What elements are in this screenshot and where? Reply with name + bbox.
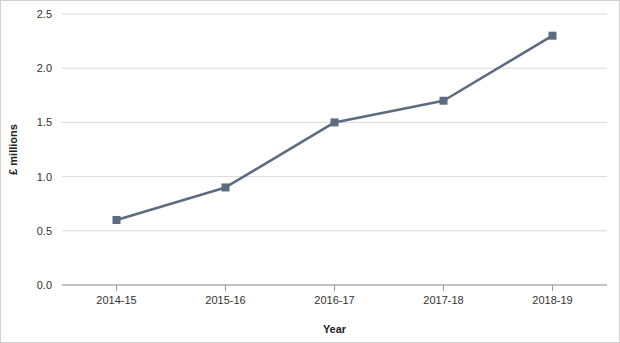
x-tick-label: 2014-15 <box>96 294 136 306</box>
data-marker <box>549 32 557 40</box>
x-tick-label: 2015-16 <box>205 294 245 306</box>
y-tick-label: 2.0 <box>37 62 52 74</box>
data-marker <box>113 216 121 224</box>
x-tick <box>443 285 444 291</box>
y-tick-label: 2.5 <box>37 8 52 20</box>
y-axis-label: £ millions <box>7 124 19 175</box>
x-tick <box>116 285 117 291</box>
y-tick-label: 0.5 <box>37 225 52 237</box>
y-tick-label: 1.0 <box>37 171 52 183</box>
y-tick-label: 1.5 <box>37 116 52 128</box>
x-tick <box>552 285 553 291</box>
chart-svg: 0.0 0.5 1.0 1.5 2.0 2.5 2014-15 2015-16 2016-17 2… <box>0 0 620 343</box>
plot-area <box>113 32 557 224</box>
grid-line <box>62 68 607 69</box>
data-marker <box>331 118 339 126</box>
data-marker <box>222 183 230 191</box>
x-tick-label: 2017-18 <box>423 294 463 306</box>
data-line <box>117 36 553 220</box>
chart-border <box>1 1 620 343</box>
grid-line <box>62 230 607 231</box>
data-marker <box>440 97 448 105</box>
y-tick-label: 0.0 <box>37 279 52 291</box>
x-tick-label: 2016-17 <box>314 294 354 306</box>
x-tick <box>334 285 335 291</box>
x-tick <box>225 285 226 291</box>
x-axis-label: Year <box>323 323 347 335</box>
x-tick-label: 2018-19 <box>532 294 572 306</box>
grid-line <box>62 176 607 177</box>
chart-container: 0.0 0.5 1.0 1.5 2.0 2.5 2014-15 2015-16 2016-17 2… <box>0 0 620 343</box>
grid-line <box>62 14 607 15</box>
